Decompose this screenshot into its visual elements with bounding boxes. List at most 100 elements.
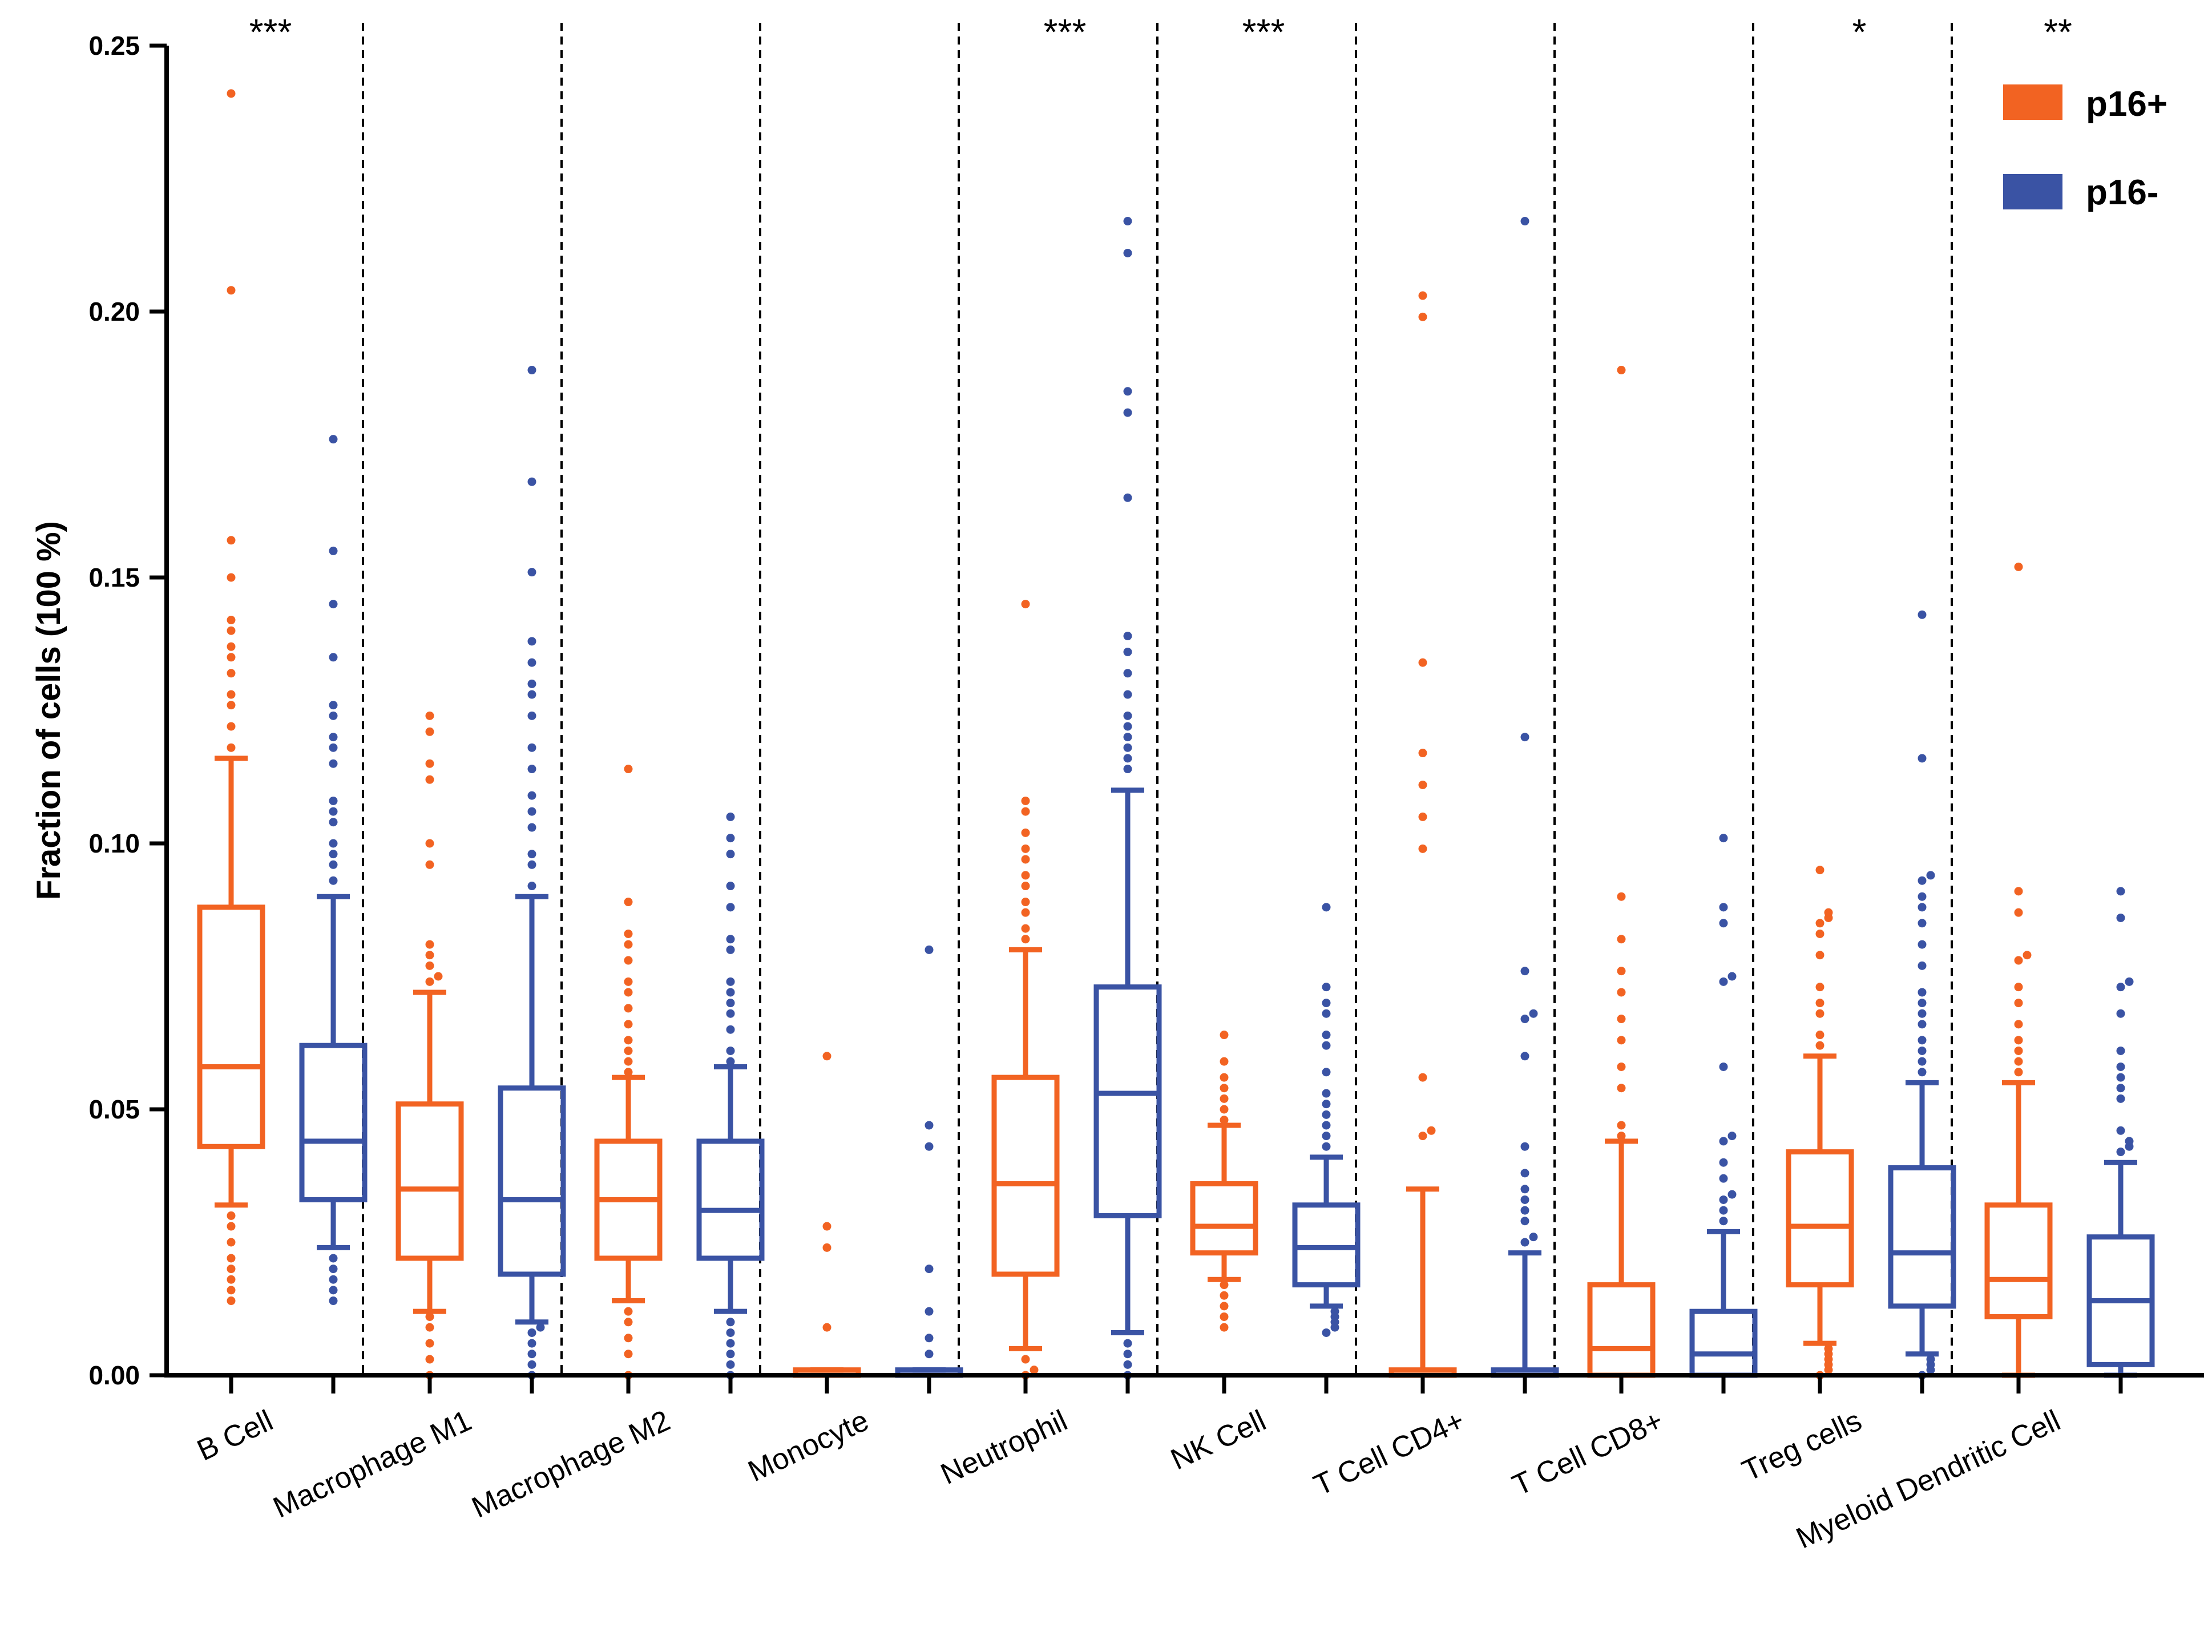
box-9-p16pos-outlier-5 [2014,999,2023,1008]
box-1-p16neg-outlier-1 [527,1360,536,1369]
box-4-p16pos-outlier-12 [1021,807,1030,816]
box-4-p16pos-outlier-5 [1021,908,1030,917]
box-1-p16neg-outlier-16 [527,679,536,688]
box-7-p16pos-body [1587,1282,1656,1378]
box-2-p16neg-outlier-13 [726,945,735,954]
box-1-p16pos-outlier-5 [425,977,434,986]
box-8-p16neg-outlier-9 [1918,1009,1927,1018]
box-9-p16pos-outlier-6 [2014,983,2023,992]
box-5-p16neg-outlier-15 [1322,999,1331,1008]
box-7-p16neg-outlier-8 [1719,1062,1728,1071]
box-2-p16neg-outlier-8 [726,1025,735,1034]
box-8-p16neg-outlier-10 [1918,999,1927,1008]
box-0-p16pos-outlier-1 [227,1286,236,1295]
box-5-p16neg-outlier-12 [1322,1041,1331,1050]
box-6-p16pos-outlier-5 [1418,780,1427,789]
box-1-p16pos-outlier-3 [425,1323,434,1332]
box-2-p16neg-outlier-17 [726,850,735,859]
box-1-p16neg-outlier-15 [527,690,536,699]
axes [164,46,2204,1378]
box-0-p16pos-outlier-11 [227,690,236,699]
box-9-p16pos-outlier-10 [2014,887,2023,896]
box-4-p16neg-outlier-2 [1123,1350,1132,1359]
box-4-p16pos-outlier-8 [1021,871,1030,880]
box-7-p16neg-outlier-4 [1719,1174,1728,1183]
box-2-p16pos-outlier-8 [624,1036,633,1045]
box-8-p16pos-outlier-11 [1815,951,1825,960]
box-8-p16neg-outlier-7 [1918,1036,1927,1045]
box-3-p16neg-outlier-6 [925,945,934,954]
box-1-p16pos-outlier-10 [425,860,434,869]
box-4-p16neg-outlier-11 [1123,669,1132,678]
box-9-p16neg-outlier-9 [2116,1009,2125,1018]
category-label-2: Macrophage M2 [467,1404,675,1524]
box-1-p16neg-outlier-12 [527,765,536,774]
box-6-p16neg-outlier-4 [1520,1195,1529,1204]
box-0-p16pos-outlier-7 [227,1211,236,1220]
box-3-p16neg-outlier-2 [925,1307,934,1316]
box-7-p16neg-outlier-2 [1719,1195,1728,1204]
legend: p16+ p16- [2003,84,2167,212]
box-2-p16neg-outlier-1 [726,1360,735,1369]
y-tick-label-5: 0.25 [88,31,140,60]
y-tick-label-0: 0.00 [88,1360,140,1390]
box-5-p16neg-outlier-5 [1322,1142,1331,1151]
box-0-p16neg-outlier-5 [329,876,338,885]
box-6-p16neg-outlier-5 [1520,1185,1529,1194]
box-7-p16neg-outlier-11 [1719,919,1728,928]
box-4-p16neg-outlier-18 [1123,217,1132,226]
box-0-p16pos-outlier-12 [227,669,236,678]
box-1-p16pos-outlier-15 [425,711,434,720]
box-0-p16neg-outlier-9 [329,818,338,827]
box-0-p16pos-outlier-14 [227,642,236,651]
box-6-p16neg-outlier-10 [1529,1009,1538,1018]
box-8-p16pos-outlier-5 [1824,1344,1833,1353]
box-5-p16neg-outlier-11 [1322,1068,1331,1077]
box-7-p16neg-outlier-9 [1719,977,1728,986]
box-4-p16pos-outlier-3 [1021,935,1030,944]
box-3-p16neg-outlier-5 [925,1121,934,1130]
box-5-p16neg-outlier-4 [1330,1307,1339,1316]
box-5-p16neg-outlier-14 [1322,1009,1331,1018]
box-8-p16neg-outlier-6 [1918,1046,1927,1055]
box-4-p16neg-outlier-3 [1123,1339,1132,1348]
significance-4: *** [1044,11,1087,52]
box-0-p16pos-outlier-17 [227,573,236,582]
box-2-p16pos-outlier-7 [624,1046,633,1055]
box-8-p16pos-outlier-10 [1815,983,1825,992]
box-1-p16pos-outlier-12 [425,775,434,784]
category-label-3: Monocyte [743,1404,874,1488]
box-7-p16neg-outlier-12 [1719,903,1728,912]
box-7-p16pos-outlier-1 [1617,1121,1626,1130]
box-2-p16pos-outlier-6 [624,1057,633,1066]
box-4-p16neg-outlier-15 [1123,408,1132,417]
box-5-p16pos-outlier-6 [1220,1105,1229,1114]
box-0-p16neg-body [299,1043,368,1202]
outlier-points [227,89,2134,1380]
box-4-p16neg-outlier-17 [1123,248,1132,257]
box-2-p16neg-outlier-15 [726,903,735,912]
box-7-p16neg-outlier-5 [1719,1158,1728,1167]
box-8-p16pos-outlier-16 [1815,866,1825,875]
box-2-p16neg-outlier-6 [726,1057,735,1066]
box-0-p16pos-outlier-5 [227,1238,236,1247]
box-0-p16neg-outlier-6 [329,860,338,869]
box-3-p16pos-outlier-3 [822,1052,831,1061]
box-7-p16pos-outlier-0 [1617,1132,1626,1141]
box-0-p16neg-outlier-18 [329,600,338,609]
box-0-p16pos-outlier-16 [227,616,236,625]
box-0-p16pos-outlier-15 [227,626,236,635]
box-7-p16pos-outlier-4 [1617,1036,1626,1045]
box-4-p16pos-outlier-4 [1021,924,1030,933]
box-4-p16pos-outlier-7 [1021,882,1030,891]
box-4-p16pos-outlier-2 [1021,1355,1030,1364]
box-4-p16neg-outlier-4 [1123,765,1132,774]
box-1-p16pos-outlier-11 [425,839,434,848]
category-label-5: NK Cell [1166,1404,1271,1476]
box-8-p16neg-outlier-19 [1918,754,1927,763]
box-4-p16neg-outlier-14 [1123,493,1132,502]
box-5-p16pos-outlier-2 [1220,1302,1229,1311]
box-8-p16pos-outlier-13 [1815,919,1825,928]
box-2-p16pos-outlier-1 [624,1350,633,1359]
box-7-p16neg-outlier-7 [1727,1132,1737,1141]
